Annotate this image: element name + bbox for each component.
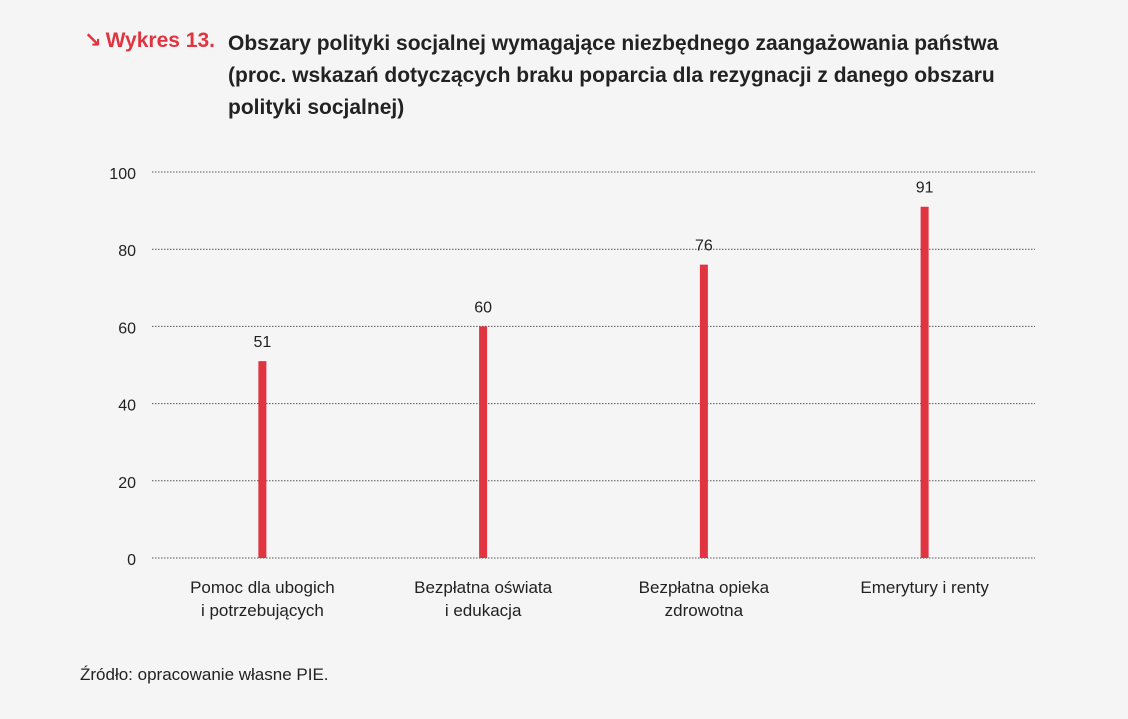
y-tick-label: 0 <box>127 552 136 569</box>
figure-number: Wykres 13. <box>105 29 215 52</box>
y-tick-label: 40 <box>118 398 136 415</box>
x-tick-label: zdrowotna <box>665 601 744 620</box>
bar <box>920 206 929 559</box>
bar <box>479 326 488 558</box>
x-tick-label: i edukacja <box>445 601 522 620</box>
figure-label: ↘ Wykres 13. <box>84 28 215 53</box>
arrow-down-right-icon: ↘ <box>84 29 102 52</box>
bar <box>699 264 708 558</box>
data-label: 60 <box>474 299 492 316</box>
source-note: Źródło: opracowanie własne PIE. <box>80 665 329 684</box>
x-tick-label: i potrzebujących <box>201 601 324 620</box>
x-tick-label: Pomoc dla ubogich <box>190 578 335 597</box>
chart-title: Obszary polityki socjalnej wymagające ni… <box>228 32 999 119</box>
bar <box>258 361 267 558</box>
y-tick-label: 20 <box>118 475 136 492</box>
x-tick-label: Emerytury i renty <box>860 578 989 597</box>
y-tick-label: 100 <box>109 166 136 183</box>
x-tick-label: Bezpłatna opieka <box>639 578 770 597</box>
data-label: 91 <box>916 180 934 197</box>
data-label: 76 <box>695 238 713 255</box>
y-tick-label: 60 <box>118 320 136 337</box>
data-label: 51 <box>253 334 271 351</box>
x-tick-label: Bezpłatna oświata <box>414 578 553 597</box>
y-tick-label: 80 <box>118 243 136 260</box>
